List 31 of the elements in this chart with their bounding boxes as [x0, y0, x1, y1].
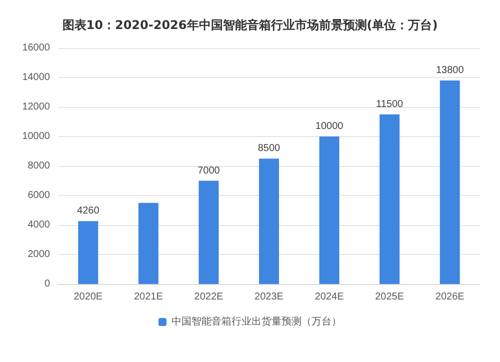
x-tick-label: 2023E [254, 292, 284, 302]
y-tick-label: 12000 [22, 102, 50, 112]
bar [380, 114, 400, 284]
y-tick-label: 0 [44, 278, 50, 290]
data-label: 7000 [198, 165, 220, 176]
y-tick-label: 10000 [22, 131, 50, 142]
data-label: 10000 [315, 121, 344, 132]
bar [138, 202, 158, 284]
bar [319, 136, 340, 284]
x-tick-label: 2025E [375, 292, 404, 302]
x-tick-label: 2024E [314, 292, 344, 302]
y-tick-label: 14000 [22, 72, 50, 83]
x-tick-label: 2022E [194, 292, 224, 302]
data-label: 8500 [258, 143, 281, 154]
bar [78, 221, 98, 284]
y-tick-label: 8000 [28, 160, 50, 172]
legend-label: 中国智能音箱行业出货量预测（万台） [172, 316, 342, 328]
data-label: 11500 [376, 98, 404, 110]
x-tick-label: 2026E [435, 292, 465, 302]
x-tick-label: 2020E [74, 292, 103, 302]
y-tick-label: 2000 [28, 249, 50, 260]
bar [198, 180, 219, 284]
data-label: 13800 [436, 64, 464, 76]
bar [259, 158, 279, 284]
chart-title: 图表10：2020-2026年中国智能音箱行业市场前景预测(单位：万台) [62, 18, 438, 32]
y-tick-label: 6000 [28, 190, 50, 201]
data-label: 4260 [77, 206, 100, 217]
x-tick-label: 2021E [134, 292, 164, 302]
bar [440, 80, 460, 284]
y-tick-label: 4000 [28, 220, 50, 230]
y-tick-label: 16000 [22, 42, 50, 54]
